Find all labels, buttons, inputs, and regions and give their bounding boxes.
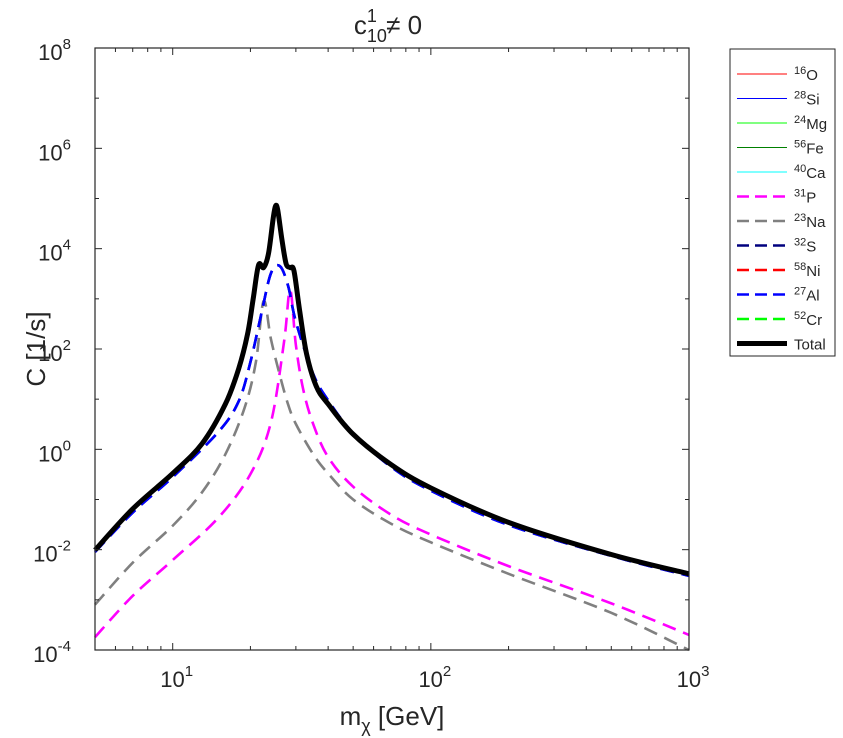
- legend-element: Cr: [806, 312, 822, 329]
- x-tick-base: 10: [677, 667, 701, 692]
- legend-element: O: [806, 67, 818, 84]
- legend-element: Total: [794, 337, 826, 354]
- chart-title: c101 ≠ 0: [354, 6, 422, 46]
- legend-mass-number: 56: [794, 139, 806, 151]
- title-sup: 1: [367, 6, 377, 26]
- y-tick-label: 10-4: [33, 638, 71, 667]
- x-tick-label: 101: [160, 663, 193, 692]
- legend-element: Mg: [806, 116, 827, 133]
- series-layer: [93, 202, 690, 652]
- legend-mass-number: 31: [794, 188, 806, 200]
- y-tick-exp: 0: [63, 437, 71, 454]
- y-tick-label: 106: [38, 136, 71, 165]
- x-tick-base: 10: [418, 667, 442, 692]
- x-tick-label: 103: [677, 663, 710, 692]
- legend-box: [729, 48, 836, 357]
- legend-element: Al: [806, 288, 819, 305]
- legend-element: Fe: [806, 141, 824, 158]
- y-tick-exp: 6: [63, 136, 71, 153]
- legend-label-32s: 32S: [794, 237, 816, 256]
- legend-mass-number: 32: [794, 237, 806, 249]
- legend-element: Ni: [806, 263, 820, 280]
- y-axis-label: C [1/s]: [21, 311, 51, 386]
- y-tick-exp: 8: [63, 36, 71, 53]
- x-axis-label: mχ [GeV]: [340, 701, 445, 736]
- legend-label-58ni: 58Ni: [794, 261, 820, 280]
- y-tick-exp: 2: [63, 337, 71, 354]
- legend-mass-number: 27: [794, 286, 806, 298]
- legend-mass-number: 40: [794, 163, 806, 175]
- y-tick-base: 10: [38, 140, 62, 165]
- x-tick-label: 102: [418, 663, 451, 692]
- series-line-23na: [94, 299, 690, 652]
- y-tick-base: 10: [38, 241, 62, 266]
- x-tick-exp: 3: [701, 663, 709, 680]
- legend-mass-number: 28: [794, 90, 806, 102]
- legend-label-31p: 31P: [794, 188, 816, 207]
- legend-mass-number: 24: [794, 114, 806, 126]
- legend-label-24mg: 24Mg: [794, 114, 827, 133]
- y-tick-exp: -2: [58, 538, 71, 555]
- series-line-total: [93, 202, 690, 577]
- legend-label-total: Total: [794, 337, 826, 354]
- y-tick-base: 10: [38, 40, 62, 65]
- y-tick-exp: -4: [58, 638, 71, 655]
- xlabel-rest: [GeV]: [371, 701, 445, 731]
- y-tick-label: 100: [38, 437, 71, 466]
- legend-label-52cr: 52Cr: [794, 310, 822, 329]
- y-tick-label: 10-2: [33, 538, 71, 567]
- y-tick-exp: 4: [63, 237, 71, 254]
- svg-text:c101 ≠ 0: c101 ≠ 0: [354, 6, 422, 46]
- y-tick-base: 10: [38, 341, 62, 366]
- legend-element: Na: [806, 214, 826, 231]
- legend-label-16o: 16O: [794, 65, 818, 84]
- series-line-27al: [94, 263, 690, 578]
- legend-label-27al: 27Al: [794, 286, 820, 305]
- x-tick-exp: 2: [443, 663, 451, 680]
- legend-mass-number: 58: [794, 261, 806, 273]
- legend-element: P: [806, 190, 816, 207]
- y-tick-label: 104: [38, 237, 71, 266]
- y-tick-base: 10: [33, 642, 57, 667]
- legend-label-23na: 23Na: [794, 212, 826, 231]
- legend-element: Si: [806, 92, 819, 109]
- legend-mass-number: 16: [794, 65, 806, 77]
- x-tick-exp: 1: [185, 663, 193, 680]
- legend-label-56fe: 56Fe: [794, 139, 824, 158]
- y-tick-base: 10: [33, 542, 57, 567]
- series-line-31p: [94, 288, 690, 639]
- plot-frame: [94, 47, 690, 651]
- title-rest: ≠ 0: [379, 10, 422, 40]
- legend-element: Ca: [806, 165, 826, 182]
- xlabel-base: m: [340, 701, 362, 731]
- legend: 16O28Si24Mg56Fe40Ca31P23Na32S58Ni27Al52C…: [729, 48, 836, 357]
- legend-label-40ca: 40Ca: [794, 163, 826, 182]
- x-tick-base: 10: [160, 667, 184, 692]
- legend-element: S: [806, 239, 816, 256]
- plot-area: [95, 48, 689, 650]
- legend-label-28si: 28Si: [794, 90, 820, 109]
- xlabel-sub: χ: [361, 716, 371, 736]
- y-tick-label: 108: [38, 36, 71, 65]
- y-tick-label: 102: [38, 337, 71, 366]
- y-tick-base: 10: [38, 441, 62, 466]
- title-base: c: [354, 10, 367, 40]
- legend-mass-number: 52: [794, 310, 806, 322]
- title-sub: 10: [367, 26, 387, 46]
- legend-mass-number: 23: [794, 212, 806, 224]
